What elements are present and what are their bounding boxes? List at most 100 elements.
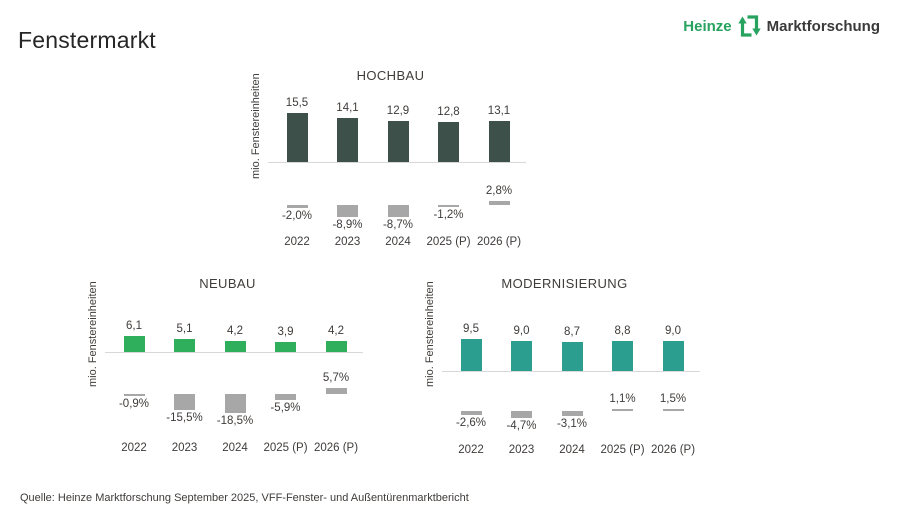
pct-change-bar bbox=[511, 411, 532, 419]
bar-column: 13,1 2,8% 2026 (P) bbox=[474, 62, 525, 257]
pct-change-label: -5,9% bbox=[270, 402, 301, 415]
year-label: 2026 (P) bbox=[313, 442, 359, 454]
bar-column: 14,1 -8,9% 2023 bbox=[322, 62, 373, 257]
pct-change-bar bbox=[224, 394, 246, 414]
year-label: 2024 bbox=[222, 442, 248, 454]
value-label: 4,2 bbox=[227, 325, 243, 338]
pct-change-bar bbox=[662, 408, 684, 411]
value-bar bbox=[275, 341, 296, 352]
value-label: 8,8 bbox=[614, 325, 631, 338]
value-label: 12,9 bbox=[386, 105, 410, 118]
pct-change-label: 5,7% bbox=[322, 372, 350, 384]
logo-suffix-text: Marktforschung bbox=[766, 17, 880, 35]
y-axis-label: mio. Fenstereinheiten bbox=[250, 73, 262, 179]
pct-change-bar bbox=[387, 205, 409, 217]
value-bar bbox=[438, 121, 459, 162]
value-label: 15,5 bbox=[285, 97, 309, 110]
pct-change-label: -18,5% bbox=[216, 415, 254, 428]
value-label: 5,1 bbox=[176, 322, 193, 335]
year-label: 2026 (P) bbox=[476, 236, 522, 248]
pct-change-bar bbox=[438, 205, 459, 207]
value-label: 9,0 bbox=[513, 324, 530, 337]
year-label: 2025 (P) bbox=[263, 442, 308, 454]
x-axis-line bbox=[268, 162, 526, 163]
heinze-marktforschung-logo: Heinze Marktforschung bbox=[683, 14, 880, 38]
source-note: Quelle: Heinze Marktforschung September … bbox=[20, 492, 469, 504]
pct-change-bar bbox=[275, 394, 296, 401]
value-bar bbox=[460, 338, 482, 371]
chart-title: NEUBAU bbox=[199, 276, 256, 291]
year-label: 2022 bbox=[284, 236, 310, 248]
pct-change-label: -3,1% bbox=[556, 417, 588, 430]
pct-change-label: 1,1% bbox=[609, 393, 636, 406]
logo-brand-text: Heinze bbox=[683, 17, 732, 35]
pct-change-bar bbox=[460, 411, 482, 416]
value-bar bbox=[488, 120, 510, 162]
value-label: 6,1 bbox=[126, 320, 142, 333]
year-label: 2024 bbox=[385, 236, 411, 248]
pct-change-label: -0,9% bbox=[118, 397, 150, 410]
pct-change-label: -15,5% bbox=[166, 412, 203, 425]
bar-column: 9,0 1,5% 2026 (P) bbox=[648, 270, 699, 465]
value-label: 9,5 bbox=[463, 322, 479, 335]
value-label: 3,9 bbox=[277, 325, 294, 338]
value-bar bbox=[561, 341, 583, 371]
bar-column: 12,9 -8,7% 2024 bbox=[373, 62, 424, 257]
chart-modernisierung: MODERNISIERUNG mio. Fenstereinheiten 9,5… bbox=[422, 270, 722, 465]
pct-change-bar bbox=[325, 388, 347, 394]
bar-column: 9,0 -4,7% 2023 bbox=[496, 270, 547, 465]
pct-change-bar bbox=[174, 394, 195, 411]
chart-hochbau: HOCHBAU mio. Fenstereinheiten 15,5 -2,0% 2… bbox=[248, 62, 548, 257]
year-label: 2023 bbox=[171, 442, 198, 454]
bar-column: 4,2 -18,5% 2024 bbox=[210, 270, 261, 465]
bar-column: 15,5 -2,0% 2022 bbox=[272, 62, 323, 257]
page-title: Fenstermarkt bbox=[18, 27, 156, 53]
pct-change-label: -4,7% bbox=[506, 420, 537, 433]
year-label: 2022 bbox=[458, 444, 484, 456]
pct-change-label: -2,6% bbox=[455, 417, 487, 430]
year-label: 2025 (P) bbox=[600, 444, 645, 456]
pct-change-bar bbox=[123, 394, 145, 396]
value-bar bbox=[662, 340, 684, 371]
pct-change-label: -2,0% bbox=[281, 209, 313, 222]
bar-column: 5,1 -15,5% 2023 bbox=[159, 270, 210, 465]
bar-column: 9,5 -2,6% 2022 bbox=[446, 270, 497, 465]
year-label: 2024 bbox=[559, 444, 585, 456]
value-label: 14,1 bbox=[336, 101, 359, 114]
bar-column: 8,7 -3,1% 2024 bbox=[547, 270, 598, 465]
pct-change-label: -8,9% bbox=[332, 219, 363, 231]
pct-change-bar bbox=[488, 201, 510, 205]
cycle-arrows-icon bbox=[737, 14, 762, 38]
x-axis-line bbox=[442, 371, 700, 372]
pct-change-label: 1,5% bbox=[659, 392, 687, 405]
pct-change-bar bbox=[612, 409, 633, 411]
year-label: 2026 (P) bbox=[650, 444, 696, 456]
value-bar bbox=[174, 338, 195, 352]
chart-title: HOCHBAU bbox=[356, 68, 425, 83]
pct-change-label: -8,7% bbox=[382, 218, 414, 231]
value-label: 12,8 bbox=[437, 105, 460, 118]
value-bar bbox=[337, 117, 358, 162]
y-axis-label: mio. Fenstereinheiten bbox=[87, 281, 99, 387]
bar-column: 12,8 -1,2% 2025 (P) bbox=[423, 62, 474, 257]
bar-column: 4,2 5,7% 2026 (P) bbox=[311, 270, 362, 465]
year-label: 2025 (P) bbox=[426, 236, 471, 248]
value-label: 13,1 bbox=[487, 104, 511, 117]
value-label: 9,0 bbox=[665, 324, 681, 337]
chart-neubau: NEUBAU mio. Fenstereinheiten 6,1 -0,9% 202… bbox=[85, 270, 385, 465]
value-bar bbox=[286, 113, 308, 162]
year-label: 2023 bbox=[334, 236, 361, 248]
value-label: 8,7 bbox=[564, 325, 580, 338]
bar-column: 3,9 -5,9% 2025 (P) bbox=[260, 270, 311, 465]
chart-title: MODERNISIERUNG bbox=[501, 276, 628, 291]
x-axis-line bbox=[105, 352, 363, 353]
value-bar bbox=[325, 341, 347, 352]
value-bar bbox=[612, 341, 633, 371]
pct-change-bar bbox=[286, 205, 308, 208]
pct-change-label: 2,8% bbox=[485, 185, 513, 198]
value-bar bbox=[123, 336, 145, 352]
value-label: 4,2 bbox=[328, 325, 344, 338]
value-bar bbox=[224, 341, 246, 352]
pct-change-label: -1,2% bbox=[433, 208, 464, 221]
pct-change-bar bbox=[337, 205, 358, 217]
